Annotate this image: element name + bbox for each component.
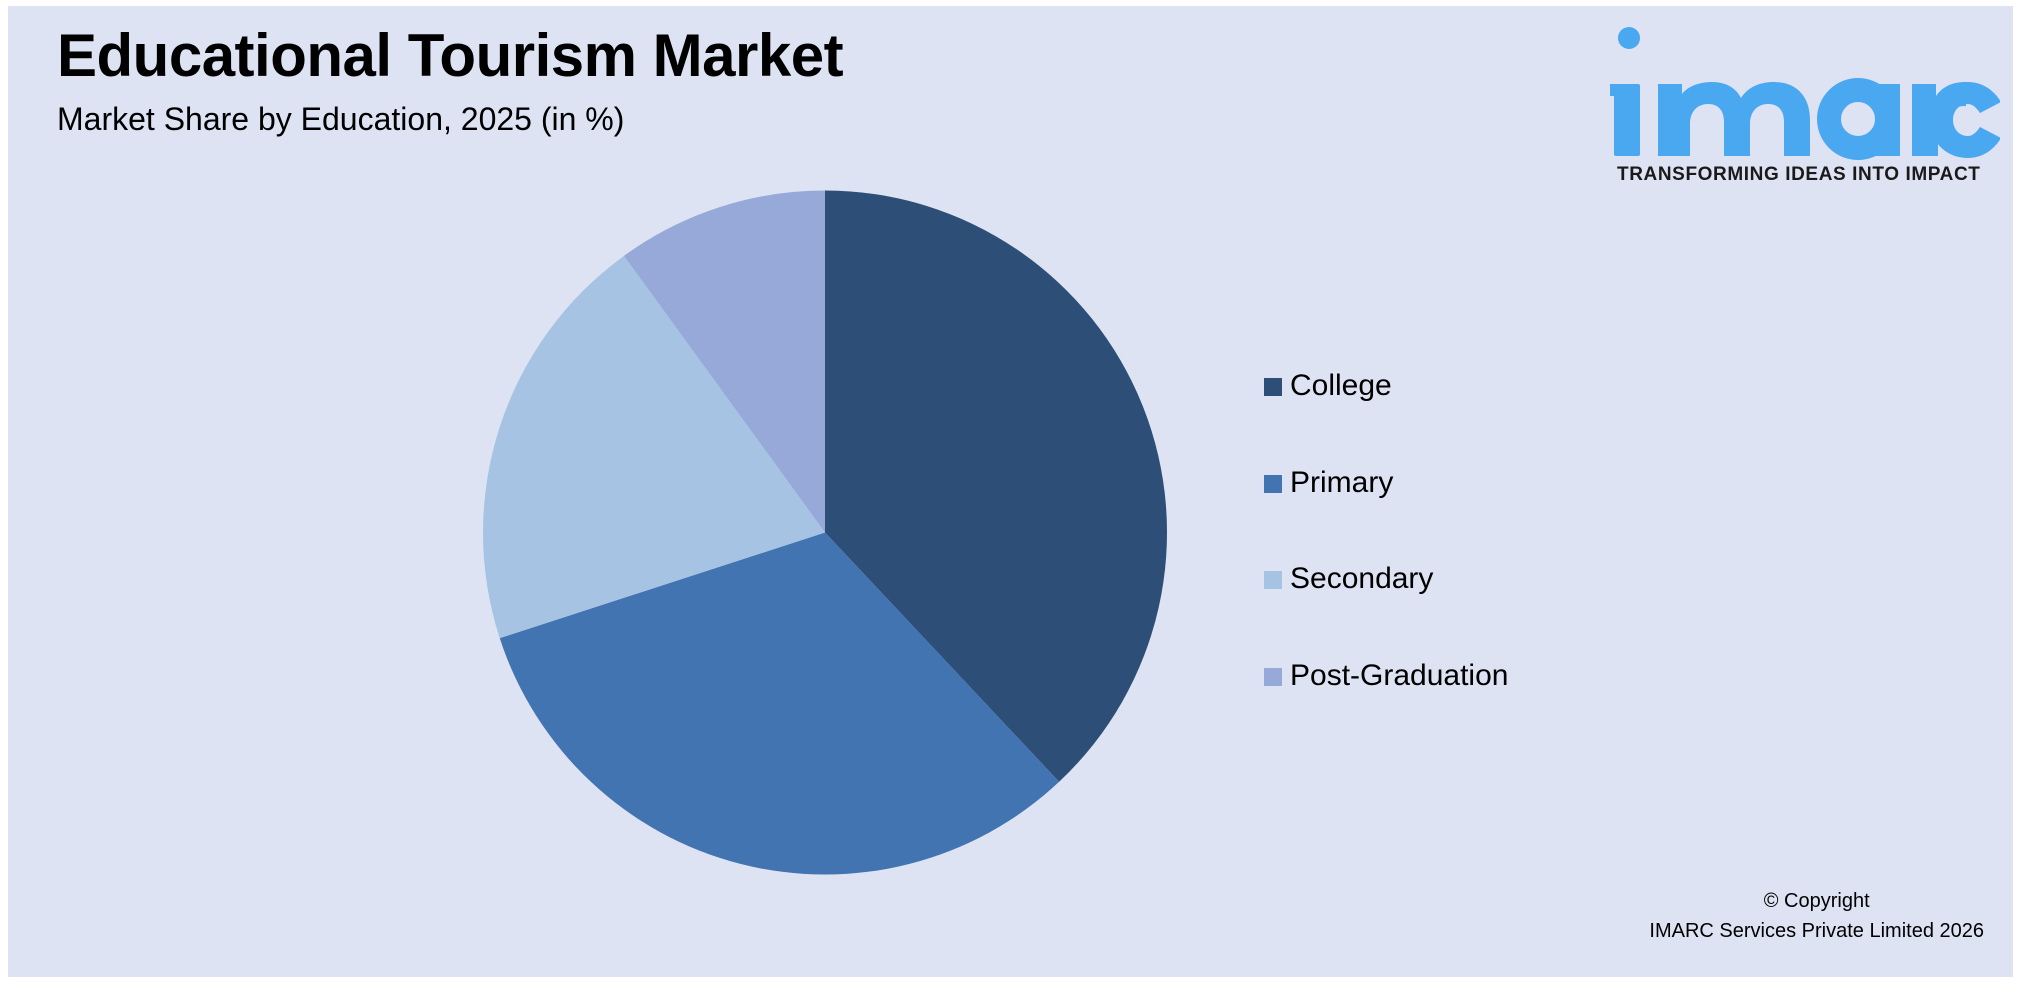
pie-slice-secondary	[482, 255, 825, 639]
logo-dot-icon	[1618, 27, 1640, 49]
copyright-line-1: © Copyright	[1763, 890, 1870, 912]
pie-slice-primary	[499, 532, 1060, 875]
copyright-notice: © Copyright IMARC Services Private Limit…	[1649, 886, 1984, 946]
legend-label-primary: Primary	[1290, 466, 1394, 499]
logo-c-icon	[1930, 82, 2000, 158]
legend-swatch-post-graduation	[1264, 668, 1282, 686]
pie-slice-college	[825, 190, 1167, 782]
legend-swatch-primary	[1264, 475, 1282, 493]
pie-slices	[482, 190, 1167, 875]
legend-label-college: College	[1290, 369, 1392, 402]
imarc-logo: imarc TRANSFORMING IDEAS INTO IMPACT	[1610, 24, 2000, 194]
chart-title: Educational Tourism Market	[57, 22, 844, 89]
legend-swatch-secondary	[1264, 571, 1282, 589]
logo-tagline: TRANSFORMING IDEAS INTO IMPACT	[1617, 164, 1981, 185]
chart-subtitle: Market Share by Education, 2025 (in %)	[57, 101, 625, 137]
legend-label-secondary: Secondary	[1290, 562, 1434, 595]
legend-label-post-graduation: Post-Graduation	[1290, 659, 1509, 692]
legend-swatch-college	[1264, 378, 1282, 396]
copyright-line-2: IMARC Services Private Limited 2026	[1649, 920, 1984, 942]
pie-slice-post-graduation	[623, 190, 825, 533]
